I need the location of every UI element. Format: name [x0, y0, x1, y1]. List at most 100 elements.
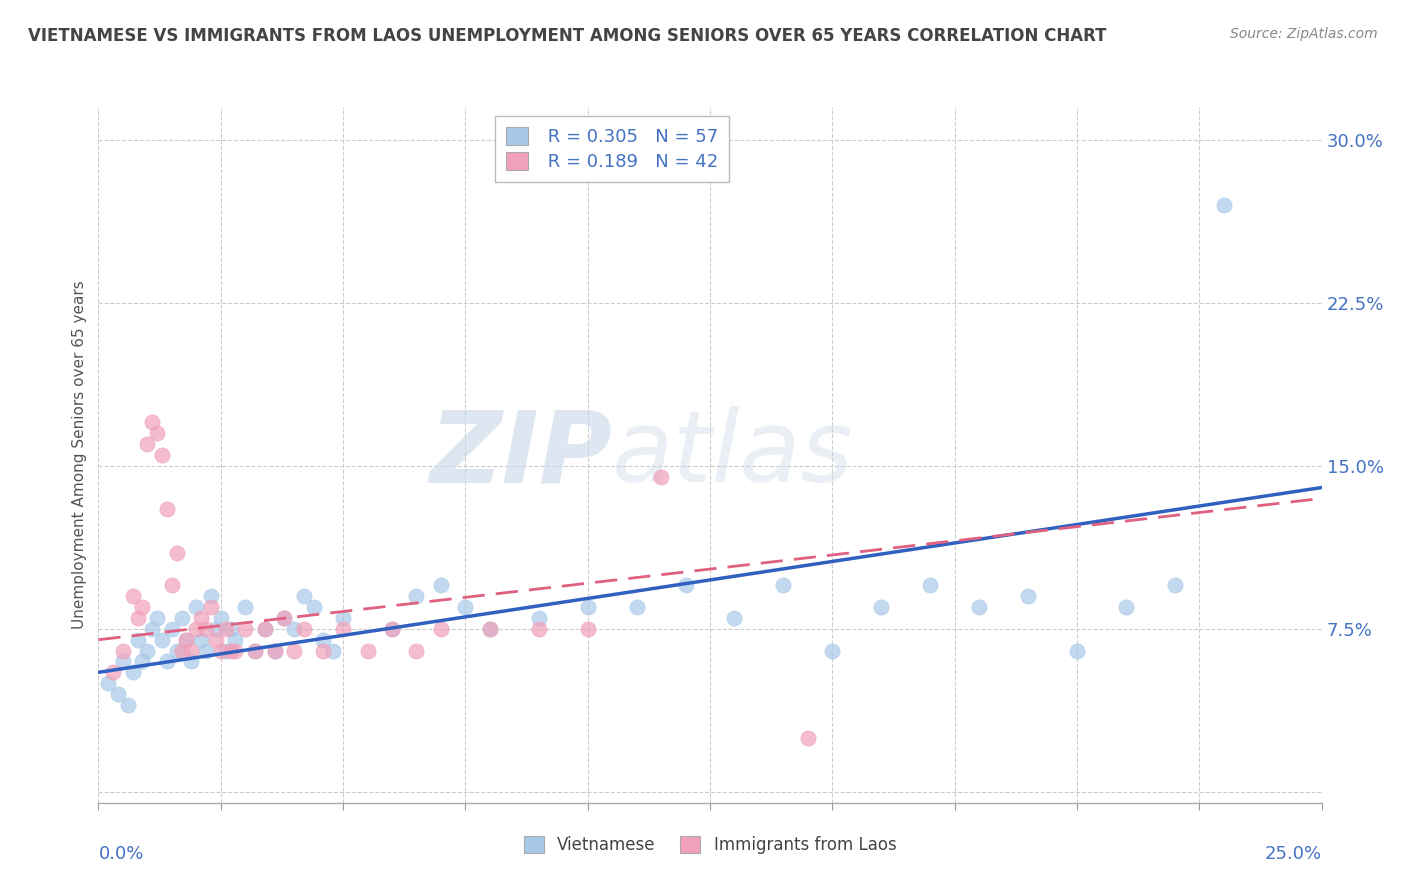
- Point: [186, 600, 208, 615]
- Point: [141, 622, 163, 636]
- Point: [224, 632, 246, 647]
- Point: [219, 622, 242, 636]
- Point: [195, 643, 218, 657]
- Y-axis label: Unemployment Among Seniors over 65 years: Unemployment Among Seniors over 65 years: [72, 281, 87, 629]
- Point: [332, 622, 354, 636]
- Point: [454, 600, 477, 615]
- Point: [292, 589, 315, 603]
- Point: [107, 687, 129, 701]
- Point: [156, 655, 179, 669]
- Point: [650, 469, 672, 483]
- Point: [176, 632, 198, 647]
- Point: [253, 622, 276, 636]
- Point: [131, 600, 153, 615]
- Point: [626, 600, 648, 615]
- Point: [180, 655, 202, 669]
- Point: [332, 611, 354, 625]
- Point: [405, 589, 427, 603]
- Point: [233, 622, 256, 636]
- Text: 25.0%: 25.0%: [1264, 845, 1322, 863]
- Point: [675, 578, 697, 592]
- Point: [160, 622, 183, 636]
- Point: [478, 622, 501, 636]
- Point: [224, 643, 246, 657]
- Point: [127, 611, 149, 625]
- Point: [146, 426, 169, 441]
- Point: [1212, 198, 1234, 212]
- Point: [312, 632, 335, 647]
- Point: [772, 578, 794, 592]
- Point: [576, 622, 599, 636]
- Point: [283, 643, 305, 657]
- Point: [273, 611, 295, 625]
- Point: [205, 622, 228, 636]
- Point: [1066, 643, 1088, 657]
- Text: VIETNAMESE VS IMMIGRANTS FROM LAOS UNEMPLOYMENT AMONG SENIORS OVER 65 YEARS CORR: VIETNAMESE VS IMMIGRANTS FROM LAOS UNEMP…: [28, 27, 1107, 45]
- Text: atlas: atlas: [612, 407, 853, 503]
- Point: [219, 643, 242, 657]
- Point: [821, 643, 844, 657]
- Point: [527, 611, 550, 625]
- Point: [1164, 578, 1187, 592]
- Point: [576, 600, 599, 615]
- Point: [136, 437, 159, 451]
- Point: [253, 622, 276, 636]
- Point: [263, 643, 285, 657]
- Legend: Vietnamese, Immigrants from Laos: Vietnamese, Immigrants from Laos: [513, 826, 907, 864]
- Point: [166, 546, 188, 560]
- Point: [101, 665, 124, 680]
- Point: [233, 600, 256, 615]
- Point: [170, 643, 193, 657]
- Point: [797, 731, 820, 745]
- Point: [322, 643, 344, 657]
- Point: [111, 655, 134, 669]
- Point: [195, 622, 218, 636]
- Point: [121, 665, 143, 680]
- Point: [121, 589, 143, 603]
- Point: [214, 643, 236, 657]
- Point: [381, 622, 404, 636]
- Point: [180, 643, 202, 657]
- Point: [209, 611, 232, 625]
- Text: 0.0%: 0.0%: [98, 845, 143, 863]
- Point: [430, 578, 453, 592]
- Point: [190, 611, 212, 625]
- Point: [381, 622, 404, 636]
- Point: [150, 448, 173, 462]
- Point: [214, 622, 236, 636]
- Point: [209, 643, 232, 657]
- Text: Source: ZipAtlas.com: Source: ZipAtlas.com: [1230, 27, 1378, 41]
- Point: [870, 600, 893, 615]
- Point: [176, 632, 198, 647]
- Point: [150, 632, 173, 647]
- Point: [356, 643, 378, 657]
- Point: [111, 643, 134, 657]
- Point: [292, 622, 315, 636]
- Point: [141, 415, 163, 429]
- Text: ZIP: ZIP: [429, 407, 612, 503]
- Point: [243, 643, 266, 657]
- Point: [127, 632, 149, 647]
- Point: [723, 611, 745, 625]
- Point: [200, 600, 222, 615]
- Point: [131, 655, 153, 669]
- Point: [527, 622, 550, 636]
- Point: [156, 502, 179, 516]
- Point: [97, 676, 120, 690]
- Point: [146, 611, 169, 625]
- Point: [136, 643, 159, 657]
- Point: [967, 600, 990, 615]
- Point: [312, 643, 335, 657]
- Point: [205, 632, 228, 647]
- Point: [920, 578, 942, 592]
- Point: [166, 643, 188, 657]
- Point: [283, 622, 305, 636]
- Point: [302, 600, 325, 615]
- Point: [160, 578, 183, 592]
- Point: [405, 643, 427, 657]
- Point: [190, 632, 212, 647]
- Point: [1017, 589, 1039, 603]
- Point: [186, 622, 208, 636]
- Point: [170, 611, 193, 625]
- Point: [273, 611, 295, 625]
